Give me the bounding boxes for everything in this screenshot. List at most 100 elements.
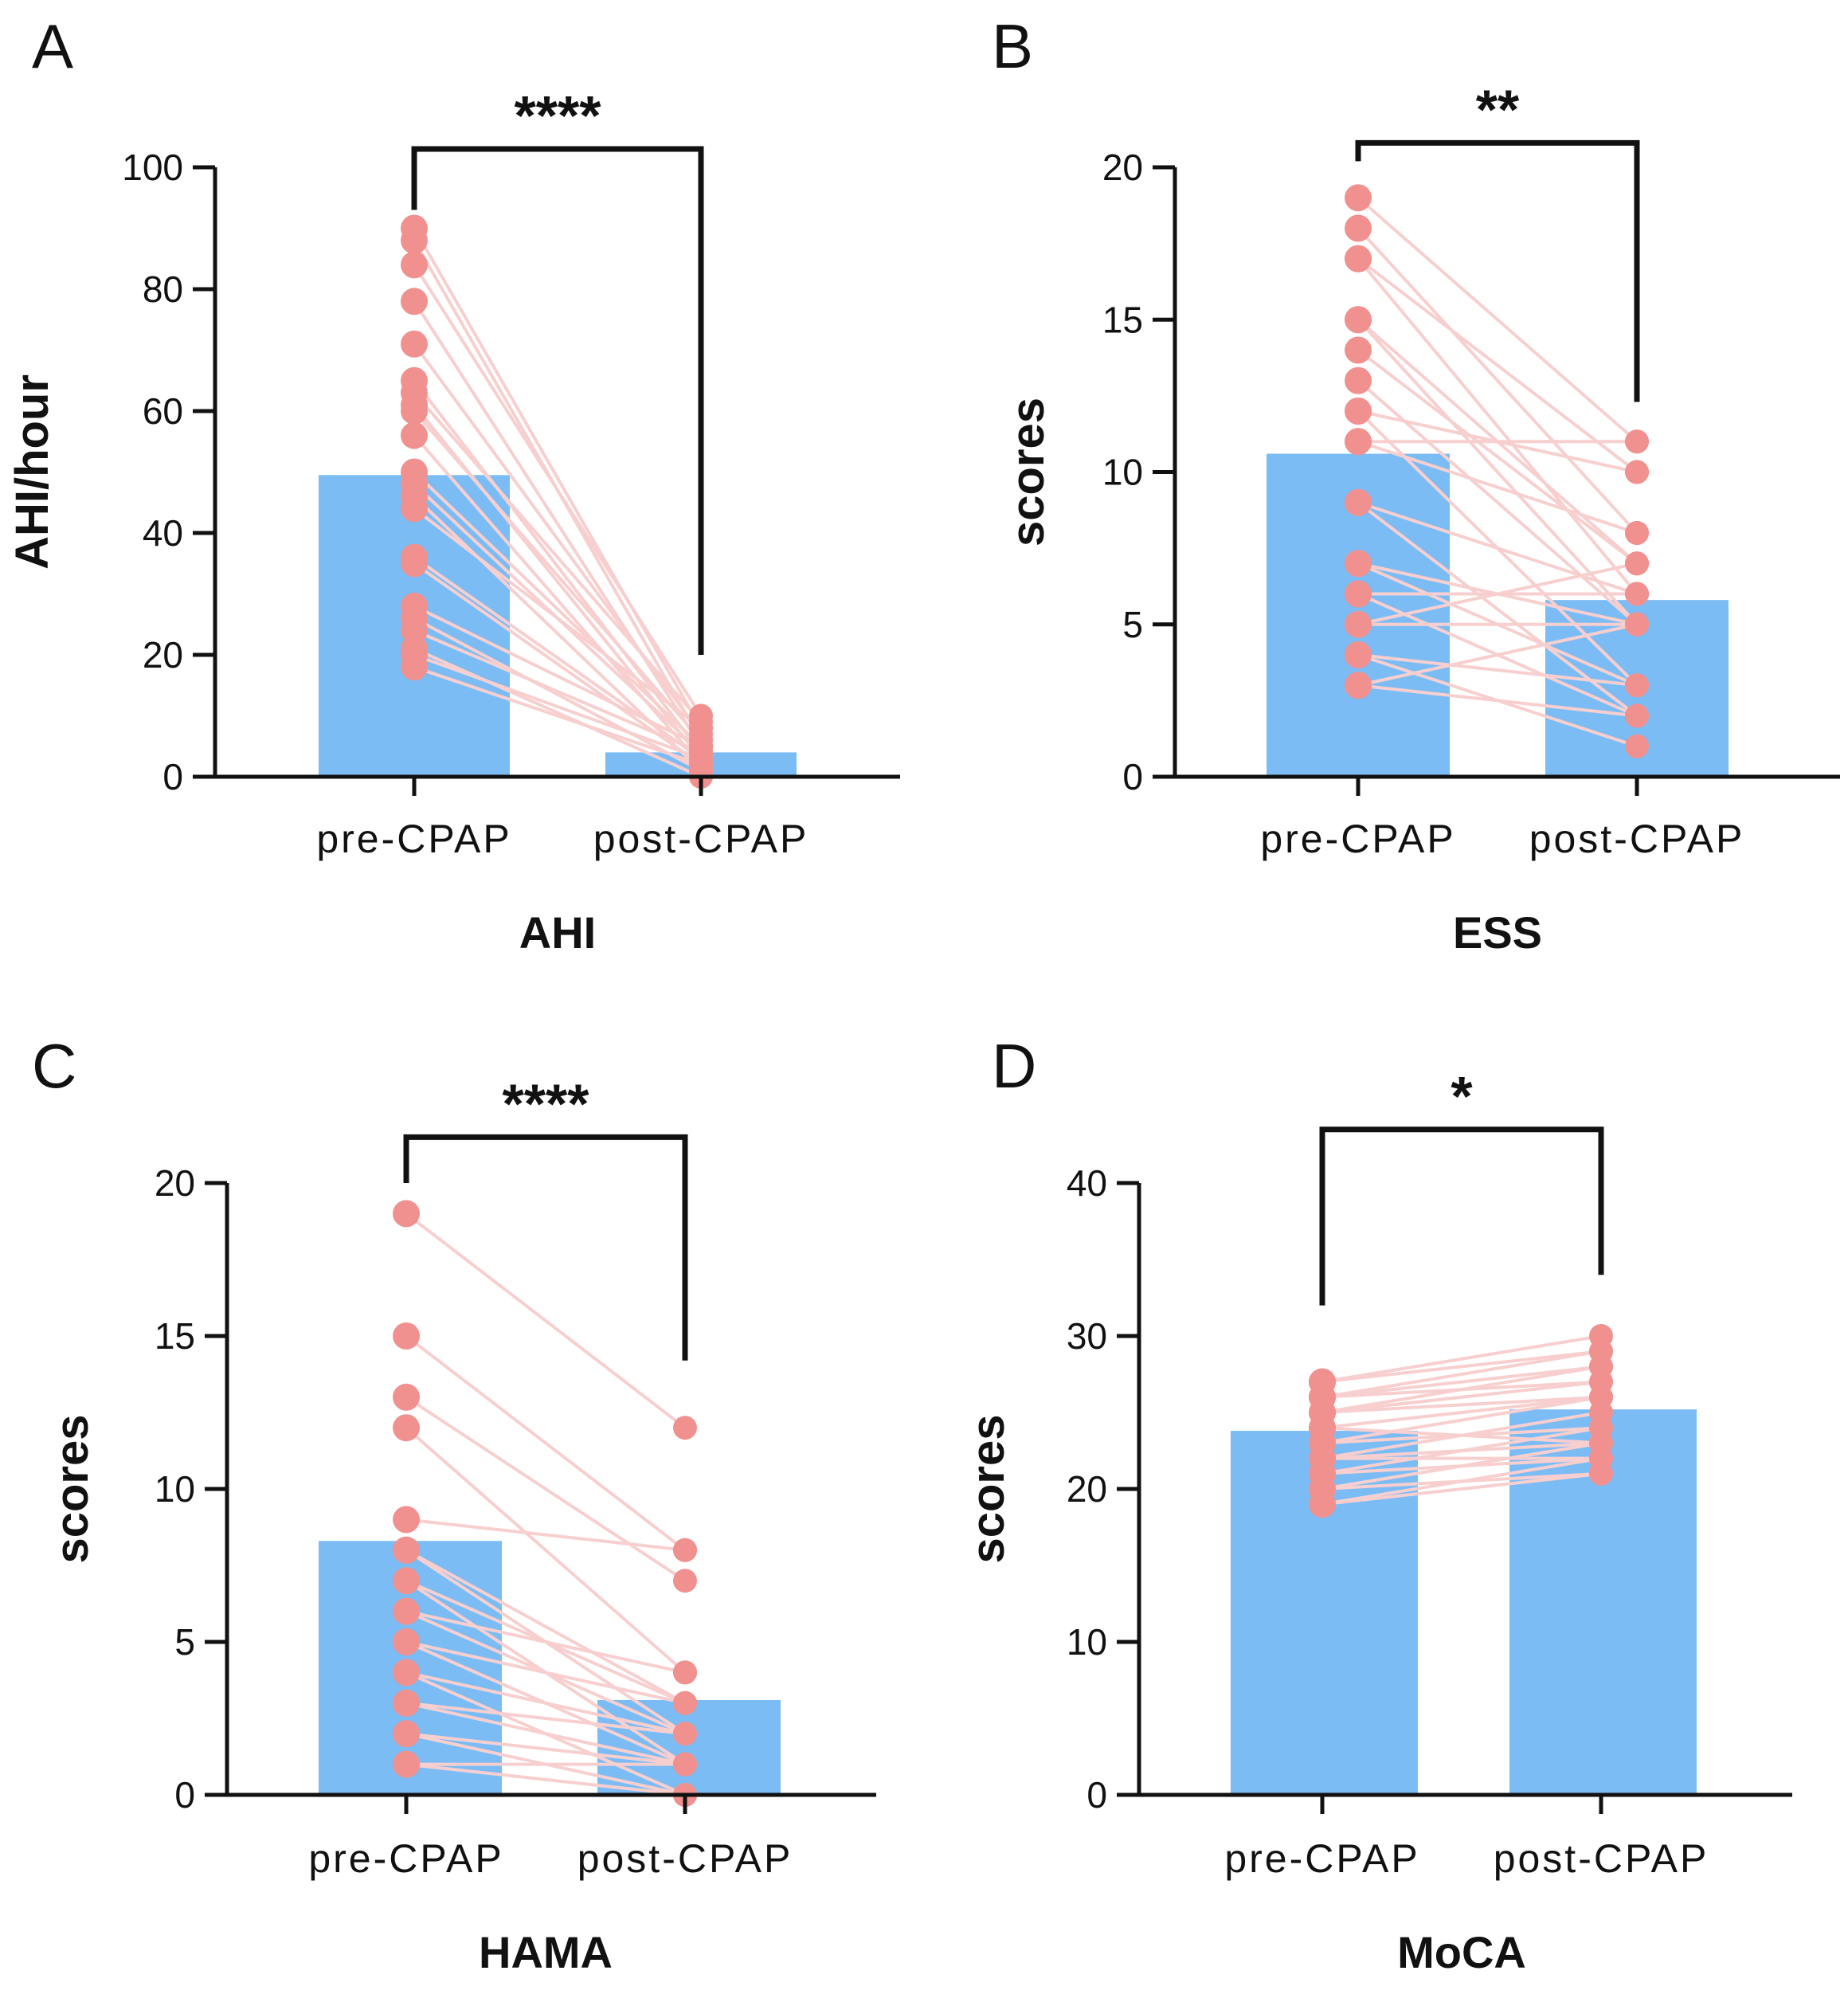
pair-line-a-14	[413, 555, 703, 760]
bar-post-cpap-c	[597, 1699, 781, 1795]
pair-line-d-1	[1321, 1350, 1602, 1384]
pair-line-b-23	[1357, 622, 1638, 688]
panel-letter-d: D	[992, 1031, 1036, 1101]
pair-line-c-3	[405, 1426, 687, 1674]
paired-lines-b	[1345, 184, 1649, 758]
point-pre-b-11	[1345, 428, 1372, 456]
pair-line-a-16	[413, 605, 702, 748]
point-pre-b-13	[1345, 488, 1372, 516]
significance-bracket-c	[403, 1134, 688, 1361]
point-post-c-10	[673, 1660, 697, 1685]
point-post-b-23	[1625, 612, 1649, 637]
bars-c	[319, 1541, 781, 1795]
paired-lines-c	[393, 1200, 697, 1807]
panel-letter-c: C	[32, 1031, 76, 1101]
pair-line-b-12	[1357, 500, 1638, 596]
y-tick-label-c-3: 15	[155, 1315, 195, 1357]
pair-line-c-12	[405, 1640, 686, 1705]
y-tick-label-c-2: 10	[155, 1468, 195, 1510]
y-tick-label-a-1: 20	[143, 634, 183, 676]
pair-line-c-0	[405, 1212, 687, 1429]
pair-line-b-22	[1357, 684, 1638, 718]
y-axis-label-d: scores	[962, 1414, 1014, 1563]
point-post-b-21	[1625, 734, 1649, 758]
point-pre-a-3	[401, 288, 428, 315]
chart-title-b: ESS	[1453, 907, 1542, 958]
point-pre-c-6	[393, 1536, 420, 1564]
pair-line-a-6	[413, 391, 703, 723]
point-pre-b-1	[1345, 214, 1372, 242]
y-tick-label-b-2: 10	[1102, 452, 1143, 493]
axes-b: 0 5 10 15 20	[1102, 139, 1840, 797]
pair-line-d-0	[1321, 1334, 1602, 1384]
significance-b: **	[1476, 78, 1520, 140]
y-tick-label-a-5: 100	[122, 147, 183, 188]
paired-lines-d	[1309, 1324, 1613, 1518]
pair-line-c-5	[405, 1549, 686, 1705]
point-pre-c-10	[393, 1597, 420, 1625]
pair-line-a-0	[413, 227, 703, 729]
y-axis-label-c: scores	[46, 1414, 98, 1563]
point-pre-c-4	[393, 1506, 420, 1534]
point-post-b-11	[1625, 521, 1649, 545]
pair-line-b-3	[1357, 257, 1639, 595]
category-label-post-b: post-CPAP	[1529, 817, 1745, 861]
point-post-b-10	[1625, 429, 1649, 454]
point-pre-c-1	[393, 1322, 420, 1350]
chart-title-d: MoCA	[1397, 1927, 1526, 1977]
y-tick-label-a-3: 60	[143, 390, 183, 432]
pair-line-d-20	[1321, 1471, 1602, 1506]
y-tick-label-d-1: 10	[1067, 1621, 1107, 1663]
pair-line-c-18	[405, 1732, 686, 1766]
pair-line-d-8	[1321, 1395, 1602, 1430]
pair-line-b-20	[1357, 653, 1638, 688]
y-tick-label-b-1: 5	[1122, 604, 1143, 645]
point-pre-a-15	[401, 550, 428, 578]
significance-a: ****	[515, 84, 602, 147]
bars-a	[319, 475, 797, 777]
panel-b: B 0 5 10 15 20 ** pre-CPAP post-CPAP ESS sco…	[992, 11, 1840, 958]
point-pre-c-18	[393, 1720, 420, 1748]
y-tick-label-d-4: 40	[1067, 1162, 1107, 1204]
point-pre-c-8	[393, 1567, 420, 1595]
pair-line-a-18	[413, 629, 702, 754]
pair-line-b-11	[1357, 440, 1638, 535]
pair-line-d-7	[1321, 1380, 1602, 1414]
panel-letter-b: B	[992, 11, 1033, 81]
panel-letter-a: A	[32, 11, 73, 81]
point-pre-c-3	[393, 1414, 420, 1442]
point-pre-a-1	[401, 226, 428, 254]
panel-d: D 0 10 20 30 40 * pre-CPAP post-CPAP MoCA sc…	[962, 1031, 1792, 1977]
point-post-a-13	[689, 715, 713, 740]
point-pre-b-19	[1345, 610, 1372, 638]
y-tick-label-d-0: 0	[1086, 1774, 1107, 1816]
pair-line-a-2	[413, 264, 703, 717]
category-label-post-d: post-CPAP	[1494, 1836, 1709, 1881]
point-post-c-20	[673, 1752, 697, 1777]
point-pre-b-21	[1345, 641, 1372, 668]
point-post-b-22	[1625, 703, 1649, 728]
point-pre-c-2	[393, 1383, 420, 1411]
y-tick-label-b-0: 0	[1122, 756, 1143, 797]
pair-line-a-3	[413, 300, 703, 747]
chart-title-c: HAMA	[479, 1927, 613, 1977]
pair-line-b-1	[1357, 227, 1639, 535]
point-post-c-2	[673, 1569, 697, 1593]
pair-line-c-4	[405, 1518, 686, 1552]
point-pre-a-2	[401, 251, 428, 279]
axes-d: 0 10 20 30 40	[1067, 1126, 1792, 1816]
point-pre-b-17	[1345, 580, 1372, 608]
paired-lines-a	[401, 214, 713, 789]
point-pre-b-7	[1345, 366, 1372, 394]
pair-line-c-15	[405, 1701, 686, 1766]
point-post-a-21	[689, 746, 713, 771]
point-pre-b-3	[1345, 245, 1372, 272]
y-axis-label-b: scores	[1002, 398, 1054, 547]
y-tick-label-c-4: 20	[155, 1162, 195, 1204]
pair-line-c-19	[405, 1762, 686, 1796]
point-post-b-16	[1625, 582, 1649, 606]
y-tick-label-a-0: 0	[162, 756, 183, 797]
point-post-b-18	[1625, 551, 1649, 576]
category-label-pre-b: pre-CPAP	[1260, 817, 1455, 861]
axes-a: 0 20 40 60 80 100	[122, 146, 900, 797]
